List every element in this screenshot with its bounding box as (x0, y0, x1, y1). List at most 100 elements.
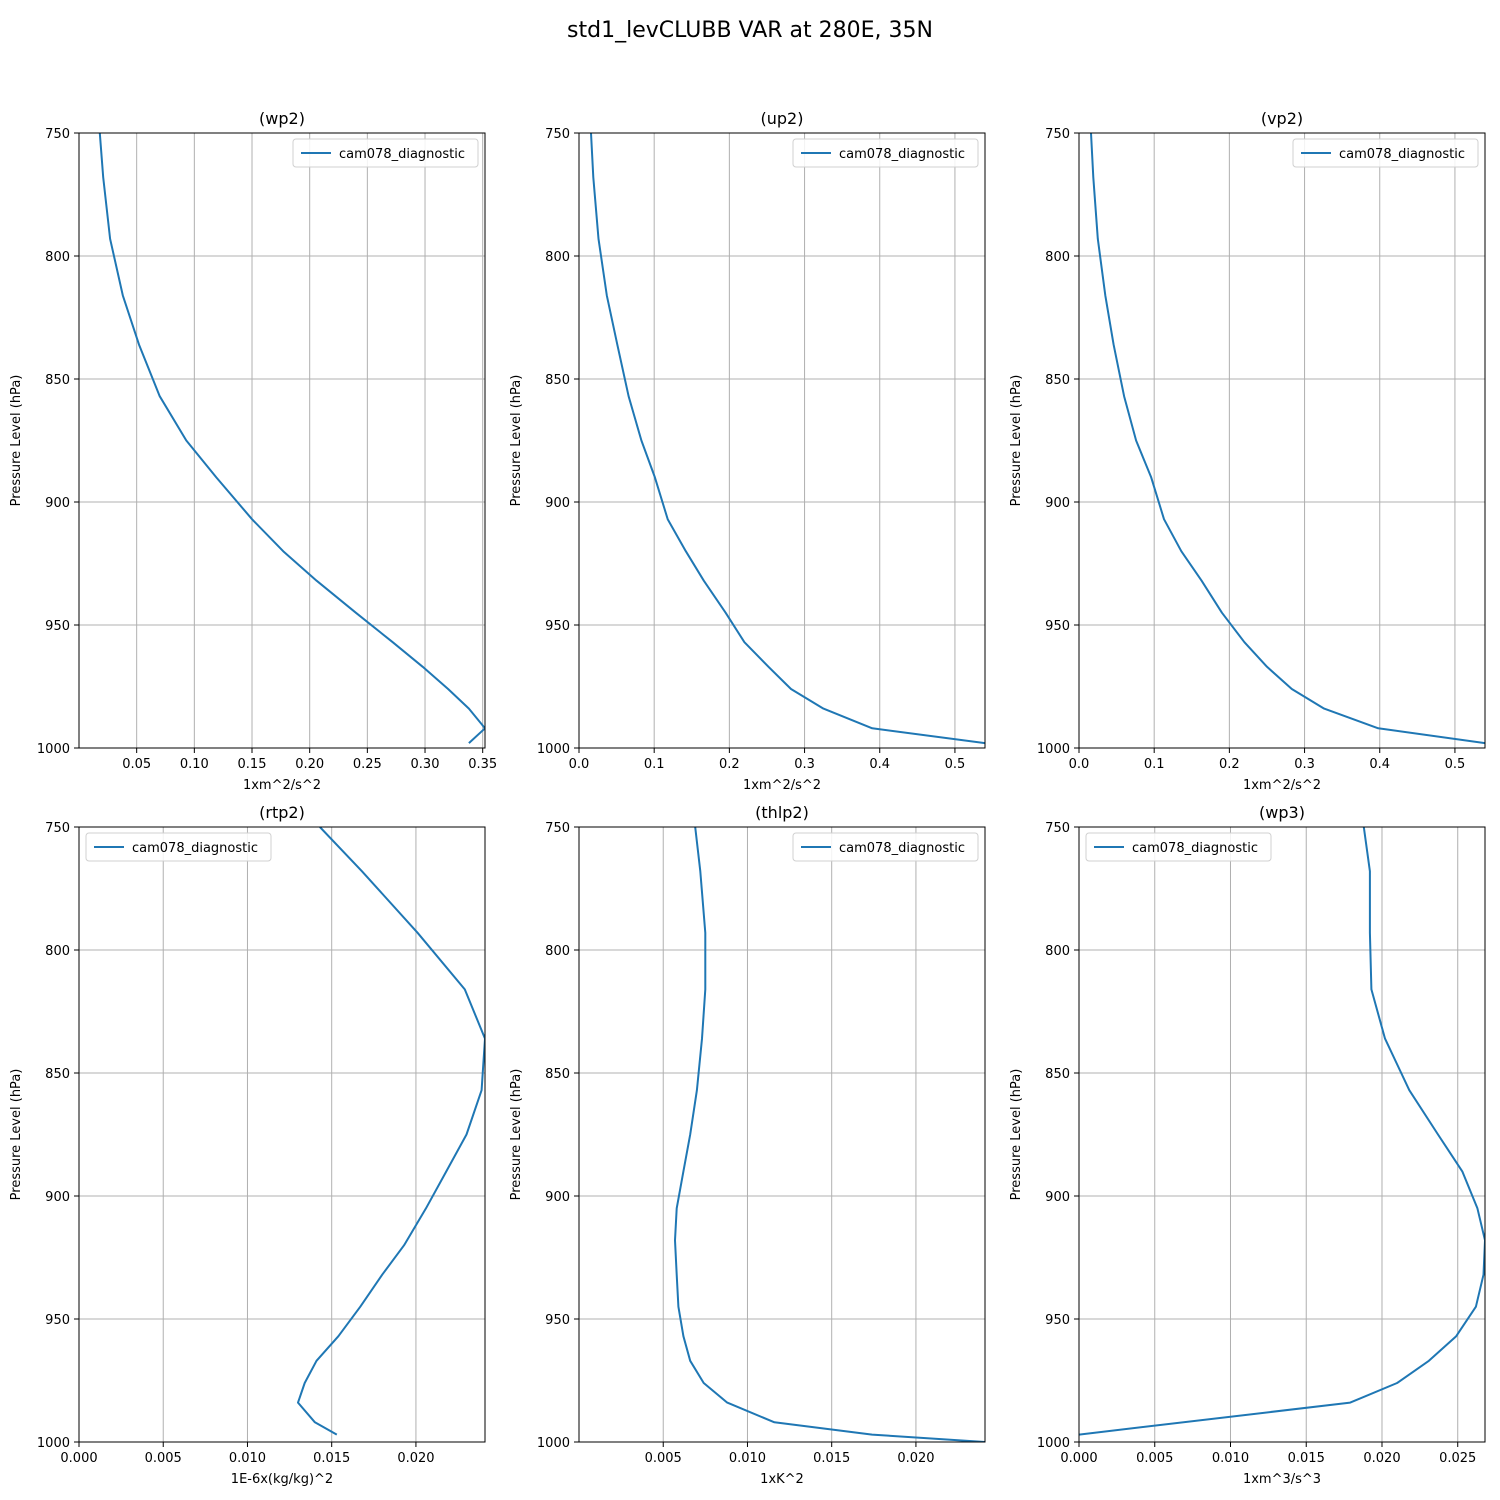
series-line-1 (98, 133, 485, 744)
y-tick-label: 1000 (37, 742, 70, 757)
y-tick-label: 750 (1045, 127, 1070, 142)
y-axis-label: Pressure Level (hPa) (9, 1069, 24, 1201)
y-tick-label: 850 (545, 373, 570, 388)
axes-frame (578, 132, 986, 749)
legend-box (85, 832, 272, 862)
y-tick-label: 900 (45, 496, 70, 511)
x-tick-label: 0.000 (1060, 1451, 1097, 1466)
subplot-title: (wp2) (259, 109, 305, 128)
x-tick-label: 0.5 (1445, 757, 1466, 772)
x-tick-label: 0.010 (1212, 1451, 1249, 1466)
x-tick-label: 0.10 (180, 757, 209, 772)
y-axis-label: Pressure Level (hPa) (1009, 375, 1024, 507)
x-tick-label: 0.015 (1288, 1451, 1325, 1466)
x-axis-label: 1xK^2 (760, 1472, 804, 1487)
subplot-title: (thlp2) (755, 803, 809, 822)
x-tick-label: 0.4 (1369, 757, 1390, 772)
series-line-1 (674, 827, 985, 1442)
figure-title: std1_levCLUBB VAR at 280E, 35N (567, 18, 933, 43)
series-line-1 (590, 133, 985, 745)
y-tick-label: 900 (545, 496, 570, 511)
legend-label: cam078_diagnostic (339, 147, 465, 162)
legend-box (292, 138, 479, 168)
series-line-1 (1090, 133, 1485, 745)
legend: cam078_diagnostic (85, 832, 272, 862)
x-axis-label: 1E-6x(kg/kg)^2 (231, 1472, 333, 1487)
x-tick-label: 0.020 (397, 1451, 434, 1466)
subplot-4: 0.000 0.005 0.010 0.015 0.020 750 800 850 900 950… (9, 803, 486, 1487)
x-tick-label: 0.005 (1136, 1451, 1173, 1466)
x-tick-label: 0.2 (719, 757, 740, 772)
subplot-title: (up2) (761, 109, 804, 128)
x-tick-label: 0.020 (1363, 1451, 1400, 1466)
y-tick-label: 850 (45, 373, 70, 388)
y-tick-label: 850 (1045, 1067, 1070, 1082)
y-tick-label: 850 (45, 1067, 70, 1082)
legend: cam078_diagnostic (792, 138, 979, 168)
y-tick-label: 800 (45, 944, 70, 959)
y-axis-label: Pressure Level (hPa) (9, 375, 24, 507)
y-tick-label: 900 (545, 1190, 570, 1205)
x-tick-label: 0.20 (295, 757, 324, 772)
subplot-6: 0.000 0.005 0.010 0.015 0.020 0.025 750 800 850 9… (1009, 803, 1486, 1487)
x-tick-label: 0.15 (238, 757, 267, 772)
x-tick-label: 0.000 (60, 1451, 97, 1466)
x-tick-label: 0.3 (1294, 757, 1315, 772)
x-tick-label: 0.1 (1144, 757, 1165, 772)
y-tick-label: 900 (1045, 496, 1070, 511)
legend: cam078_diagnostic (1292, 138, 1479, 168)
y-tick-label: 750 (1045, 821, 1070, 836)
y-tick-label: 750 (45, 127, 70, 142)
y-tick-label: 750 (545, 127, 570, 142)
x-tick-label: 0.010 (729, 1451, 766, 1466)
legend-label: cam078_diagnostic (1339, 147, 1465, 162)
y-tick-label: 750 (45, 821, 70, 836)
x-tick-label: 0.015 (313, 1451, 350, 1466)
legend-box (792, 832, 979, 862)
x-axis-label: 1xm^2/s^2 (1243, 778, 1321, 793)
y-tick-label: 800 (545, 250, 570, 265)
y-tick-label: 950 (1045, 1313, 1070, 1328)
x-tick-label: 0.0 (1069, 757, 1090, 772)
y-tick-label: 850 (545, 1067, 570, 1082)
legend-label: cam078_diagnostic (839, 147, 965, 162)
y-tick-label: 950 (45, 619, 70, 634)
y-tick-label: 1000 (537, 742, 570, 757)
series-line-1 (1079, 827, 1485, 1436)
subplot-3: 0.0 0.1 0.2 0.3 0.4 0.5 750 800 850 900 950 1000 (vp… (1009, 109, 1486, 793)
subplot-2: 0.0 0.1 0.2 0.3 0.4 0.5 750 800 850 900 950 1000 (up… (509, 109, 986, 793)
x-tick-label: 0.2 (1219, 757, 1240, 772)
subplot-title: (wp3) (1259, 803, 1305, 822)
x-tick-label: 0.3 (794, 757, 815, 772)
legend-label: cam078_diagnostic (132, 841, 258, 856)
y-tick-label: 1000 (537, 1436, 570, 1451)
axes-frame (1078, 826, 1486, 1443)
axes-frame (1078, 132, 1486, 749)
x-tick-label: 0.25 (353, 757, 382, 772)
x-axis-label: 1xm^2/s^2 (243, 778, 321, 793)
x-tick-label: 0.5 (945, 757, 966, 772)
y-tick-label: 800 (1045, 250, 1070, 265)
x-tick-label: 0.005 (145, 1451, 182, 1466)
subplot-5: 0.005 0.010 0.015 0.020 750 800 850 900 950 1000 (… (509, 803, 986, 1487)
axes-frame (78, 826, 486, 1443)
x-tick-label: 0.005 (645, 1451, 682, 1466)
legend: cam078_diagnostic (1085, 832, 1272, 862)
subplot-1: 0.05 0.10 0.15 0.20 0.25 0.30 0.35 750 800 850 900… (9, 109, 497, 793)
y-tick-label: 800 (45, 250, 70, 265)
y-tick-label: 950 (1045, 619, 1070, 634)
legend: cam078_diagnostic (292, 138, 479, 168)
y-tick-label: 950 (545, 1313, 570, 1328)
x-tick-label: 0.025 (1439, 1451, 1476, 1466)
y-tick-label: 950 (45, 1313, 70, 1328)
axes-frame (578, 826, 986, 1443)
y-axis-label: Pressure Level (hPa) (1009, 1069, 1024, 1201)
y-axis-label: Pressure Level (hPa) (509, 1069, 524, 1201)
y-tick-label: 850 (1045, 373, 1070, 388)
x-tick-label: 0.020 (897, 1451, 934, 1466)
y-tick-label: 1000 (1037, 742, 1070, 757)
x-tick-label: 0.010 (229, 1451, 266, 1466)
x-tick-label: 0.1 (644, 757, 665, 772)
y-tick-label: 1000 (1037, 1436, 1070, 1451)
